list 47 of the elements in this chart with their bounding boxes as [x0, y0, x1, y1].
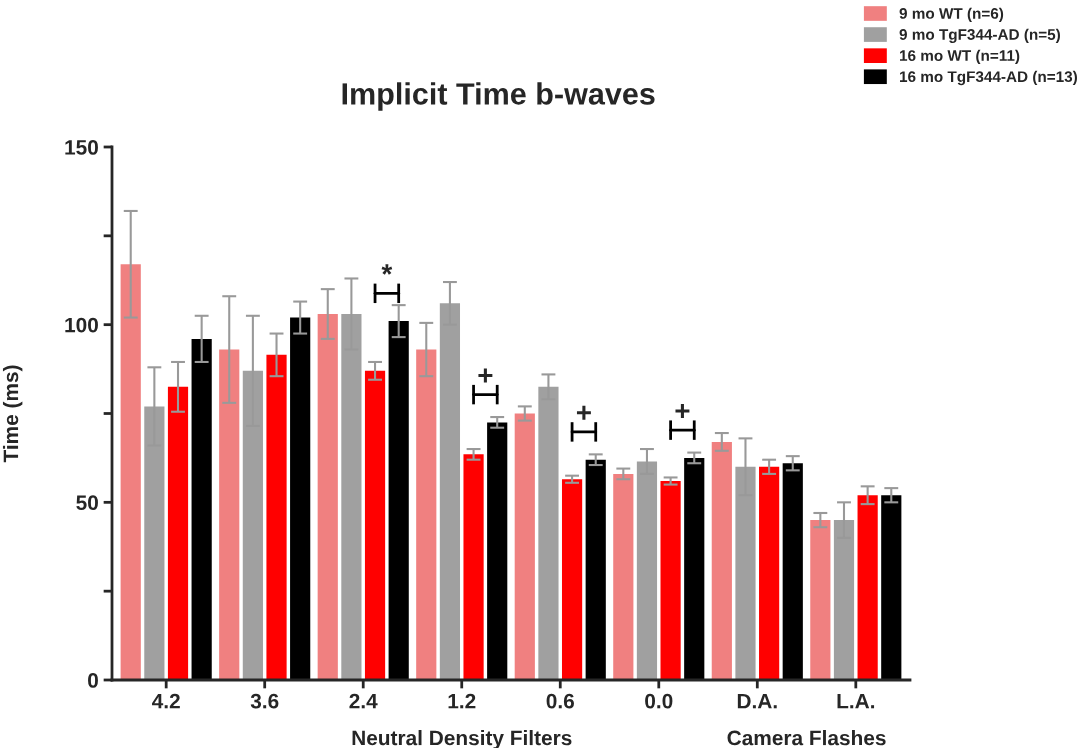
x-tick-label: 3.6	[250, 693, 279, 709]
x-tick-label: 4.2	[152, 693, 180, 709]
annotation: +	[576, 405, 591, 420]
bar	[290, 317, 311, 680]
y-tick-label: 150	[65, 140, 98, 155]
legend-label: 9 mo WT (n=6)	[899, 7, 1004, 22]
bar	[660, 481, 681, 680]
bar	[167, 386, 189, 680]
legend-label: 16 mo WT (n=11)	[900, 49, 1020, 65]
bar	[463, 454, 484, 680]
x-tick-label: D.A.	[737, 693, 777, 709]
legend-label: 9 mo TgF344-AD (n=5)	[899, 28, 1060, 43]
y-tick-label: 0	[88, 673, 98, 688]
bar	[364, 370, 386, 680]
x-tick-label: 0.0	[645, 693, 673, 709]
bar	[317, 314, 338, 680]
y-tick-label: 100	[65, 317, 98, 333]
bar	[613, 473, 634, 680]
y-tick-label: 50	[76, 495, 98, 511]
bar	[266, 354, 287, 680]
chart-title: Implicit Time b-waves	[342, 82, 655, 111]
bar	[711, 441, 732, 680]
x-tick-label: 0.6	[546, 693, 574, 709]
bar	[684, 457, 705, 680]
bar	[416, 349, 437, 680]
annotation: +	[478, 368, 493, 383]
bar	[782, 463, 803, 680]
bar	[857, 495, 878, 680]
bar	[514, 413, 535, 680]
bar	[388, 321, 409, 680]
bar	[219, 349, 240, 680]
bar	[191, 338, 212, 680]
annotation: +	[675, 403, 690, 419]
x-tick-label: L.A.	[837, 693, 875, 709]
bar	[810, 520, 831, 680]
bar	[881, 495, 902, 680]
bar	[561, 479, 583, 680]
bar	[759, 466, 780, 680]
bar	[585, 459, 606, 680]
annotation: *	[381, 264, 393, 275]
legend-label: 16 mo TgF344-AD (n=13)	[900, 70, 1077, 86]
y-axis-title: Time (ms)	[2, 365, 23, 463]
text: Camera Flashes	[727, 730, 886, 746]
bar	[120, 264, 141, 680]
x-tick-label: 1.2	[448, 693, 476, 709]
x-tick-label: 2.4	[349, 693, 378, 709]
bar	[487, 422, 508, 680]
